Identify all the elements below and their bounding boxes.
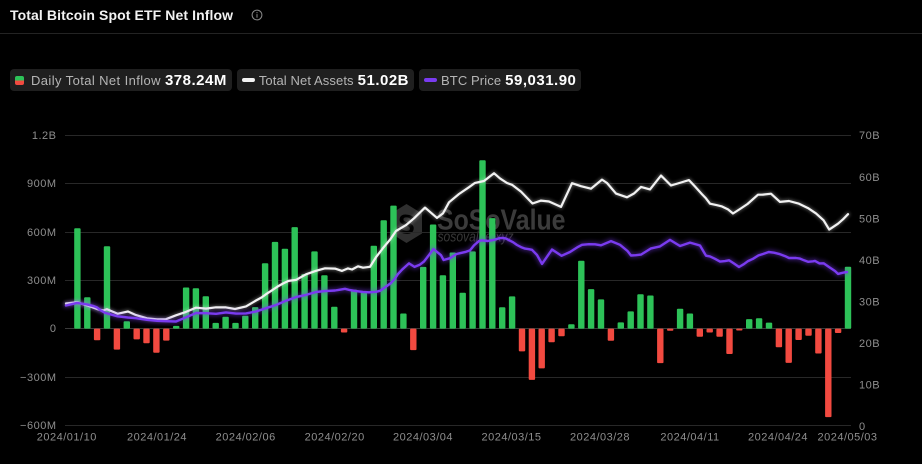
svg-text:2024/03/28: 2024/03/28 [570,431,630,443]
svg-text:2024/01/10: 2024/01/10 [37,431,97,443]
svg-text:300M: 300M [27,275,57,287]
svg-text:2024/02/20: 2024/02/20 [305,431,365,443]
svg-text:900M: 900M [27,178,57,190]
svg-text:2024/04/24: 2024/04/24 [748,431,808,443]
svg-text:0: 0 [859,421,866,433]
svg-text:2024/04/11: 2024/04/11 [660,431,719,443]
svg-text:60B: 60B [859,172,880,184]
svg-text:−300M: −300M [20,372,56,384]
svg-text:1.2B: 1.2B [32,130,57,142]
svg-text:50B: 50B [859,213,880,225]
svg-text:20B: 20B [859,338,880,350]
svg-text:30B: 30B [859,296,880,308]
svg-text:2024/03/04: 2024/03/04 [393,431,453,443]
svg-text:600M: 600M [27,227,57,239]
svg-text:−600M: −600M [20,420,56,432]
svg-text:0: 0 [50,323,57,335]
svg-text:2024/05/03: 2024/05/03 [817,431,877,443]
svg-text:40B: 40B [859,255,880,267]
svg-text:2024/01/24: 2024/01/24 [127,431,187,443]
svg-text:70B: 70B [859,130,880,142]
svg-text:2024/03/15: 2024/03/15 [481,431,541,443]
svg-text:10B: 10B [859,380,880,392]
svg-text:SoSoValue: SoSoValue [437,205,566,237]
svg-text:2024/02/06: 2024/02/06 [216,431,276,443]
